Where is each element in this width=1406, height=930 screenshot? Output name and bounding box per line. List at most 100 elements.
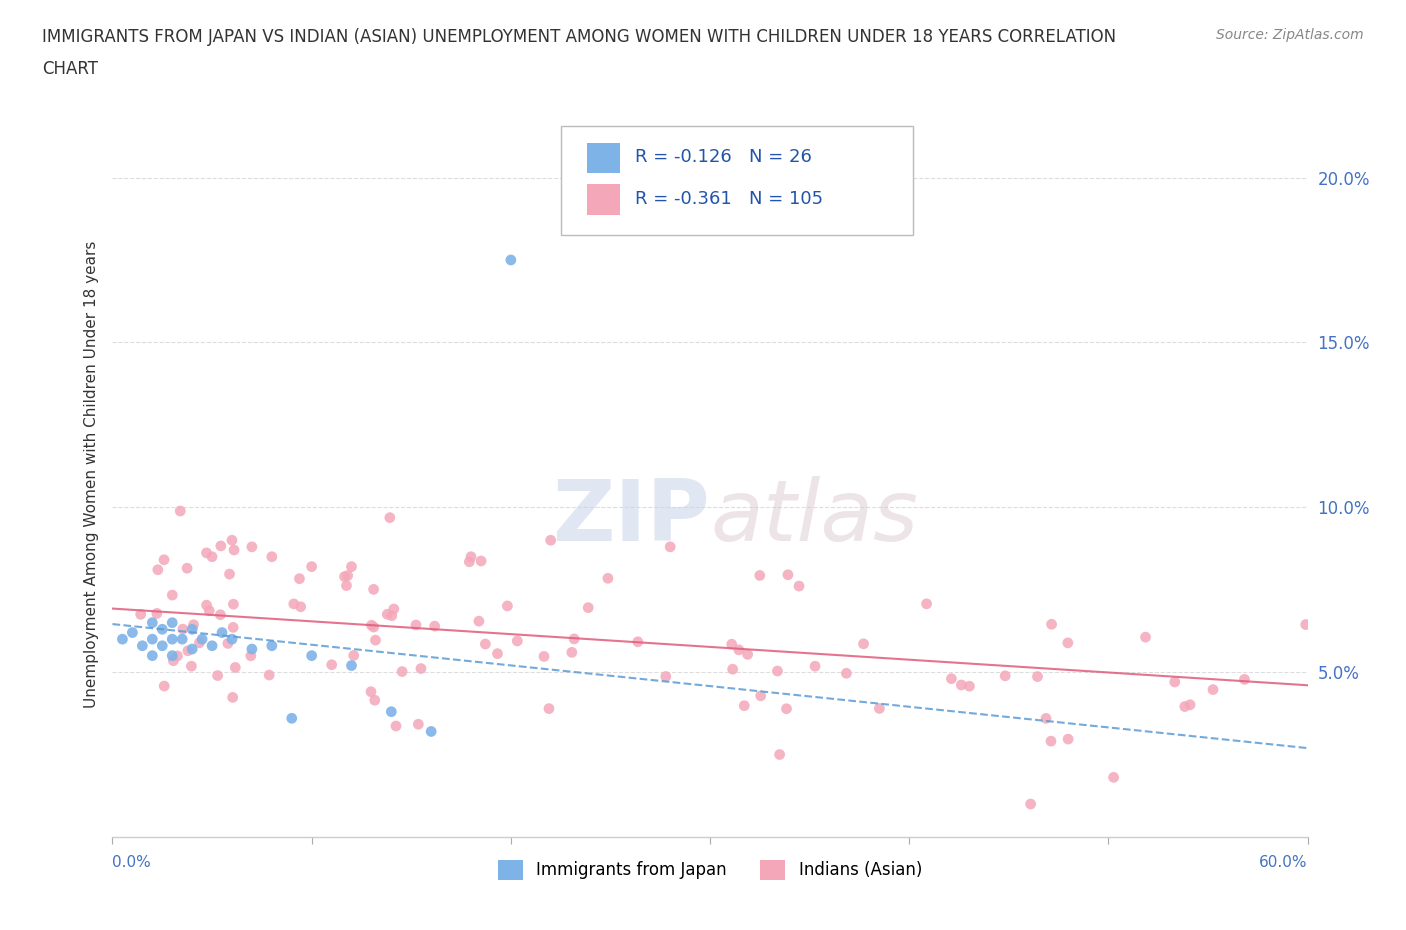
Text: ZIP: ZIP bbox=[553, 476, 710, 559]
Point bbox=[1026, 670, 1049, 684]
Point bbox=[172, 631, 194, 646]
Point bbox=[283, 596, 305, 611]
Point bbox=[260, 550, 283, 565]
Point bbox=[1233, 672, 1256, 687]
Point bbox=[141, 648, 163, 663]
Point bbox=[721, 662, 744, 677]
Point bbox=[364, 632, 387, 647]
Point bbox=[378, 511, 401, 525]
Text: R = -0.361   N = 105: R = -0.361 N = 105 bbox=[634, 190, 823, 207]
Point bbox=[121, 625, 143, 640]
Point bbox=[458, 554, 481, 569]
Point bbox=[775, 701, 797, 716]
Point bbox=[733, 698, 755, 713]
Point bbox=[209, 607, 232, 622]
Point bbox=[409, 661, 432, 676]
Point bbox=[385, 719, 408, 734]
Point bbox=[1135, 630, 1157, 644]
Point bbox=[804, 658, 827, 673]
Point bbox=[162, 588, 184, 603]
Bar bbox=[586, 143, 620, 173]
Point bbox=[150, 622, 173, 637]
Point bbox=[195, 546, 218, 561]
Point bbox=[221, 631, 243, 646]
Point bbox=[176, 561, 198, 576]
Point bbox=[360, 618, 382, 632]
Point bbox=[460, 550, 482, 565]
FancyBboxPatch shape bbox=[561, 126, 914, 235]
Point bbox=[153, 679, 176, 694]
Point bbox=[290, 599, 312, 614]
Point bbox=[1035, 711, 1057, 725]
Point bbox=[868, 701, 890, 716]
Point bbox=[240, 642, 263, 657]
Point bbox=[195, 598, 218, 613]
Point bbox=[1057, 732, 1080, 747]
Point bbox=[221, 533, 243, 548]
Point bbox=[301, 648, 323, 663]
Point bbox=[1295, 618, 1317, 632]
Point bbox=[217, 636, 239, 651]
Point bbox=[111, 631, 134, 646]
Point bbox=[162, 653, 184, 668]
Text: Source: ZipAtlas.com: Source: ZipAtlas.com bbox=[1216, 28, 1364, 42]
Point bbox=[211, 625, 233, 640]
Point bbox=[166, 648, 188, 663]
Point bbox=[153, 552, 176, 567]
Bar bbox=[586, 184, 620, 215]
Point bbox=[150, 638, 173, 653]
Point bbox=[720, 637, 742, 652]
Point bbox=[360, 684, 382, 699]
Point bbox=[207, 668, 229, 683]
Point bbox=[336, 568, 359, 583]
Text: 60.0%: 60.0% bbox=[1260, 856, 1308, 870]
Point bbox=[391, 664, 413, 679]
Point bbox=[141, 631, 163, 646]
Point bbox=[364, 693, 387, 708]
Point bbox=[224, 660, 246, 675]
Point bbox=[1174, 699, 1197, 714]
Point bbox=[468, 614, 491, 629]
Point bbox=[950, 678, 973, 693]
Point bbox=[540, 533, 562, 548]
Point bbox=[239, 648, 262, 663]
Point bbox=[146, 563, 169, 578]
Point bbox=[363, 582, 385, 597]
Point bbox=[340, 658, 363, 673]
Point bbox=[655, 669, 678, 684]
Point bbox=[1056, 635, 1078, 650]
Text: R = -0.126   N = 26: R = -0.126 N = 26 bbox=[634, 148, 811, 166]
Point bbox=[470, 553, 492, 568]
Point bbox=[129, 607, 152, 622]
Point bbox=[957, 679, 980, 694]
Point bbox=[537, 701, 560, 716]
Text: IMMIGRANTS FROM JAPAN VS INDIAN (ASIAN) UNEMPLOYMENT AMONG WOMEN WITH CHILDREN U: IMMIGRANTS FROM JAPAN VS INDIAN (ASIAN) … bbox=[42, 28, 1116, 46]
Point bbox=[209, 538, 232, 553]
Point bbox=[222, 597, 245, 612]
Point bbox=[776, 567, 799, 582]
Point bbox=[474, 637, 496, 652]
Point bbox=[941, 671, 963, 686]
Point bbox=[146, 606, 169, 621]
Point bbox=[748, 568, 770, 583]
Point bbox=[222, 542, 245, 557]
Point bbox=[288, 571, 311, 586]
Point bbox=[218, 566, 240, 581]
Point bbox=[301, 559, 323, 574]
Point bbox=[768, 747, 790, 762]
Point bbox=[201, 638, 224, 653]
Point bbox=[169, 503, 191, 518]
Point bbox=[596, 571, 619, 586]
Point bbox=[191, 631, 214, 646]
Point bbox=[627, 634, 650, 649]
Point bbox=[281, 711, 304, 725]
Point bbox=[177, 644, 200, 658]
Point bbox=[172, 621, 194, 636]
Point bbox=[1202, 683, 1225, 698]
Point bbox=[162, 631, 183, 646]
Point bbox=[375, 607, 398, 622]
Point bbox=[766, 664, 789, 679]
Point bbox=[381, 608, 404, 623]
Point bbox=[405, 618, 427, 632]
Text: CHART: CHART bbox=[42, 60, 98, 78]
